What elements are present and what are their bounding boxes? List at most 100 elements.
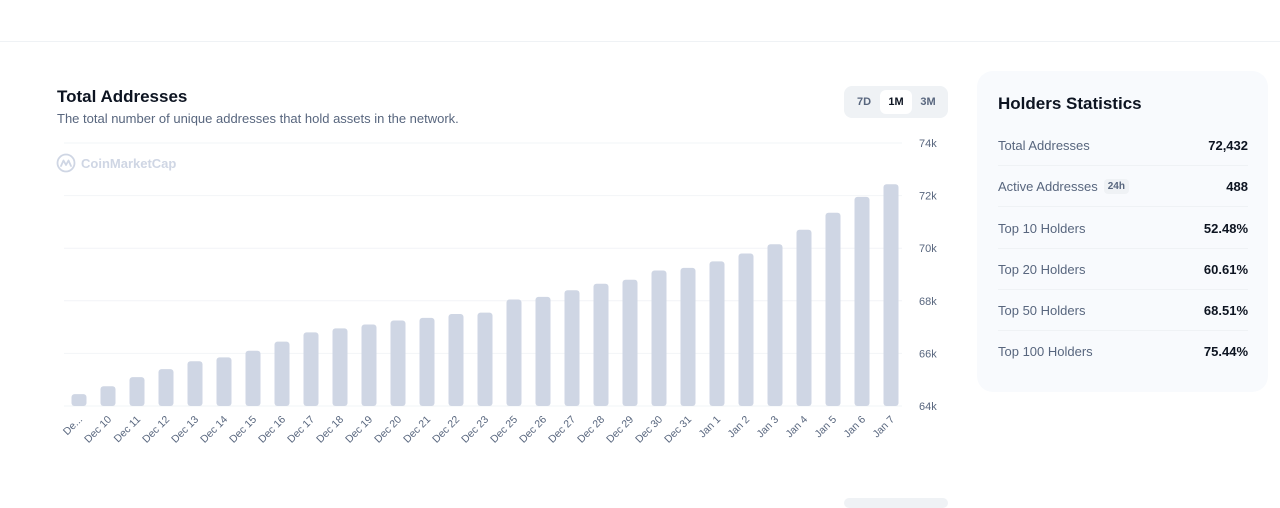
- bar: [332, 328, 348, 406]
- stats-row-total-addresses: Total Addresses 72,432: [998, 125, 1248, 166]
- top-divider: [0, 41, 1280, 42]
- x-tick-label: Dec 18: [314, 414, 346, 446]
- bar: [390, 320, 406, 406]
- bar: [71, 394, 87, 406]
- bar: [767, 244, 783, 406]
- range-1m-button[interactable]: 1M: [880, 90, 912, 114]
- stats-row-active-addresses: Active Addresses 24h 488: [998, 166, 1248, 207]
- x-tick-label: Dec 27: [546, 414, 578, 446]
- bar: [158, 369, 174, 406]
- bottom-range-selector-stub: [844, 498, 948, 508]
- x-tick-label: Jan 1: [696, 414, 723, 441]
- stats-row-top-100-holders: Top 100 Holders 75.44%: [998, 331, 1248, 372]
- bar: [593, 283, 609, 406]
- chart-subtitle: The total number of unique addresses tha…: [57, 111, 459, 126]
- range-3m-button[interactable]: 3M: [920, 96, 936, 108]
- stats-label-wrap: Active Addresses 24h: [998, 178, 1129, 194]
- x-tick-label: De...: [61, 414, 85, 438]
- x-tick-label: Jan 2: [725, 414, 752, 441]
- stats-row-top-20-holders: Top 20 Holders 60.61%: [998, 249, 1248, 290]
- timeframe-badge: 24h: [1103, 178, 1129, 194]
- y-tick-label: 72k: [919, 191, 937, 203]
- stats-value: 60.61%: [1203, 261, 1248, 277]
- coinmarketcap-watermark: CoinMarketCap: [56, 153, 176, 173]
- y-tick-label: 74k: [919, 138, 937, 150]
- bar: [303, 332, 319, 406]
- x-tick-label: Jan 4: [783, 414, 810, 441]
- x-tick-label: Dec 22: [430, 414, 462, 446]
- x-tick-label: Dec 13: [169, 414, 201, 446]
- x-tick-label: Dec 23: [459, 414, 491, 446]
- x-tick-label: Dec 10: [82, 414, 114, 446]
- bar: [361, 324, 377, 406]
- stats-row-top-10-holders: Top 10 Holders 52.48%: [998, 208, 1248, 249]
- bar: [477, 312, 493, 406]
- x-tick-label: Dec 21: [401, 414, 433, 446]
- y-axis-ticks: 74k 72k 70k 68k 66k 64k: [919, 138, 937, 413]
- bar: [622, 279, 638, 406]
- holders-statistics-title: Holders Statistics: [998, 94, 1142, 113]
- x-tick-label: Dec 17: [285, 414, 317, 446]
- bar: [419, 317, 435, 406]
- x-tick-label: Dec 19: [343, 414, 375, 446]
- x-tick-label: Dec 25: [488, 414, 520, 446]
- bar: [506, 299, 522, 406]
- x-tick-label: Dec 20: [372, 414, 404, 446]
- y-tick-label: 68k: [919, 296, 937, 308]
- bar: [651, 270, 667, 406]
- y-tick-label: 66k: [919, 348, 937, 360]
- bar: [883, 184, 899, 406]
- bar: [796, 229, 812, 406]
- x-tick-label: Dec 26: [517, 414, 549, 446]
- coinmarketcap-logo-icon: [56, 153, 76, 173]
- x-tick-label: Dec 30: [633, 414, 665, 446]
- x-tick-label: Dec 29: [604, 414, 636, 446]
- bar: [100, 386, 116, 406]
- bar: [825, 212, 841, 406]
- bar: [709, 261, 725, 406]
- x-tick-label: Dec 15: [227, 414, 259, 446]
- stats-value: 68.51%: [1203, 302, 1248, 318]
- stats-label: Total Addresses: [998, 137, 1090, 153]
- bar: [448, 313, 464, 406]
- range-7d-button[interactable]: 7D: [856, 96, 872, 108]
- stats-value: 72,432: [1208, 137, 1248, 153]
- stats-label: Top 20 Holders: [998, 261, 1086, 277]
- x-tick-label: Jan 7: [870, 414, 897, 441]
- x-tick-label: Dec 11: [112, 414, 144, 446]
- x-tick-label: Dec 14: [198, 414, 230, 446]
- y-tick-label: 64k: [919, 401, 937, 413]
- x-tick-label: Dec 12: [140, 414, 172, 446]
- bar: [245, 350, 261, 406]
- stats-label: Active Addresses: [998, 178, 1098, 194]
- stats-label: Top 100 Holders: [998, 344, 1093, 359]
- x-tick-label: Dec 28: [575, 414, 607, 446]
- stats-value: 52.48%: [1203, 220, 1248, 236]
- bar: [564, 290, 580, 406]
- bar: [216, 357, 232, 406]
- bar: [187, 361, 203, 406]
- stats-value: 75.44%: [1203, 344, 1248, 359]
- bar-layer: [71, 184, 899, 406]
- x-tick-label: Dec 16: [256, 414, 288, 446]
- x-tick-label: Dec 31: [662, 414, 694, 446]
- bar: [274, 341, 290, 406]
- watermark-text: CoinMarketCap: [81, 155, 177, 171]
- bar: [854, 196, 870, 406]
- x-tick-label: Jan 6: [841, 414, 868, 441]
- stats-row-top-50-holders: Top 50 Holders 68.51%: [998, 290, 1248, 331]
- time-range-selector: 7D 1M 3M: [844, 86, 948, 118]
- stats-label: Top 50 Holders: [998, 302, 1086, 318]
- bar: [738, 253, 754, 406]
- y-tick-label: 70k: [919, 243, 937, 255]
- holders-statistics-card: Holders Statistics Total Addresses 72,43…: [977, 71, 1268, 392]
- stats-value: 488: [1226, 178, 1248, 194]
- chart-title: Total Addresses: [57, 87, 188, 106]
- x-tick-label: Jan 5: [812, 414, 839, 441]
- stats-label: Top 10 Holders: [998, 220, 1086, 236]
- bar: [129, 377, 145, 406]
- bar: [680, 267, 696, 406]
- x-tick-label: Jan 3: [754, 414, 781, 441]
